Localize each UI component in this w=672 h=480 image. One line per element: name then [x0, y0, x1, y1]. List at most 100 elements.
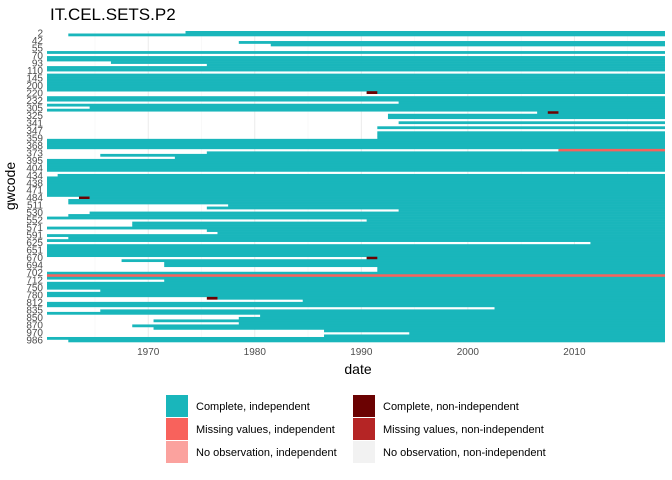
tile-complete: [260, 314, 665, 318]
y-tick-label: 220: [26, 88, 43, 99]
y-tick-label: 70: [32, 51, 44, 62]
tile-complete: [68, 236, 665, 240]
tile-complete: [377, 133, 665, 137]
y-tick-label: 552: [26, 216, 43, 227]
legend-label: No observation, non-independent: [383, 447, 546, 459]
tile-complete: [47, 276, 665, 280]
tile-complete: [47, 98, 665, 102]
tile-complete: [47, 141, 665, 145]
tile-complete: [377, 126, 665, 130]
y-tick-label: 870: [26, 321, 43, 332]
legend-label: Complete, independent: [196, 401, 310, 413]
tile-complete: [47, 191, 665, 195]
y-tick-label: 850: [26, 313, 43, 324]
tile-complete: [47, 216, 665, 220]
y-tick-label: 670: [26, 253, 43, 264]
y-tick-label: 712: [26, 276, 43, 287]
tile-complete: [47, 271, 665, 275]
y-tick-label: 93: [32, 58, 44, 69]
y-tick-label: 530: [26, 208, 43, 219]
tile-complete: [47, 103, 665, 107]
tile-complete: [47, 304, 665, 308]
tile-complete: [47, 56, 665, 59]
legend-label: Missing values, non-independent: [383, 424, 544, 436]
tile-complete: [366, 91, 665, 95]
tile-complete: [164, 264, 665, 268]
tile-complete: [47, 286, 665, 290]
tile-complete: [164, 279, 665, 283]
y-tick-label: 702: [26, 268, 43, 279]
tile-complete: [47, 244, 665, 247]
legend-swatch: [166, 418, 188, 440]
y-tick-label: 373: [26, 148, 43, 159]
tile-complete: [47, 158, 665, 162]
x-tick-labels: 1970 1980 1990 2000 2010: [137, 347, 586, 358]
legend-label: Missing values, independent: [196, 424, 335, 436]
tile-complete: [47, 284, 665, 288]
tile-complete: [47, 51, 665, 54]
tile-complete: [47, 311, 665, 315]
y-tick-label: 625: [26, 238, 43, 249]
tile-complete: [47, 226, 665, 230]
tile-complete: [387, 116, 665, 120]
tile-missing: [558, 148, 665, 152]
x-tick-label: 1990: [350, 347, 373, 358]
tile-complete: [132, 324, 665, 328]
y-tick-label: 55: [32, 43, 44, 54]
y-tick-label: 200: [26, 81, 43, 92]
tile-complete: [47, 58, 665, 62]
tile-complete: [47, 143, 665, 147]
tile-complete: [47, 68, 665, 72]
tile-complete: [100, 289, 665, 293]
tile-complete: [47, 83, 665, 87]
tile-complete: [47, 76, 665, 79]
tile-complete: [47, 281, 665, 285]
tile-complete: [185, 31, 665, 34]
tile-complete: [47, 73, 665, 77]
tile-complete: [47, 138, 665, 142]
x-axis-title: date: [344, 361, 371, 377]
y-tick-label: 2: [37, 29, 43, 40]
tile-complete: [68, 339, 665, 343]
tile-complete: [366, 219, 665, 222]
tile-complete: [47, 66, 665, 69]
tile-complete: [47, 166, 665, 170]
x-tick-label: 2010: [563, 347, 586, 358]
tile-complete: [47, 246, 665, 250]
tile-complete: [47, 301, 665, 305]
tile-complete: [110, 61, 666, 64]
y-tick-label: 694: [26, 261, 43, 272]
tile-complete: [47, 96, 665, 100]
tile-complete: [47, 181, 665, 185]
tile-complete: [47, 254, 665, 258]
tile-complete: [47, 291, 665, 295]
y-tick-label: 835: [26, 306, 43, 317]
tile-complete: [153, 326, 665, 330]
tile-complete: [270, 43, 665, 47]
tile-complete: [121, 259, 666, 263]
y-tick-label: 571: [26, 223, 43, 234]
tile-complete: [238, 321, 666, 325]
y-tick-label: 232: [26, 96, 43, 107]
legend-swatch: [166, 395, 188, 417]
tile-complete: [377, 266, 665, 270]
tile-complete: [47, 194, 665, 197]
tile-complete: [217, 231, 665, 235]
tile-complete: [47, 183, 665, 187]
tile-nonindependent: [366, 91, 378, 95]
y-tick-label: 404: [26, 163, 43, 174]
legend-swatch: [353, 395, 375, 417]
x-tick-label: 2000: [457, 347, 480, 358]
tile-complete: [47, 251, 665, 255]
tile-complete: [377, 131, 665, 135]
y-tick-label: 305: [26, 103, 43, 114]
tile-complete: [47, 249, 665, 253]
legend: Complete, independent Missing values, ind…: [166, 395, 546, 463]
tile-complete: [366, 256, 665, 260]
tile-complete: [132, 221, 665, 225]
tile-complete: [206, 229, 666, 232]
y-tick-label: 651: [26, 246, 43, 257]
tile-complete: [387, 113, 665, 117]
y-tick-label: 368: [26, 141, 43, 152]
y-tick-label: 511: [27, 201, 43, 212]
